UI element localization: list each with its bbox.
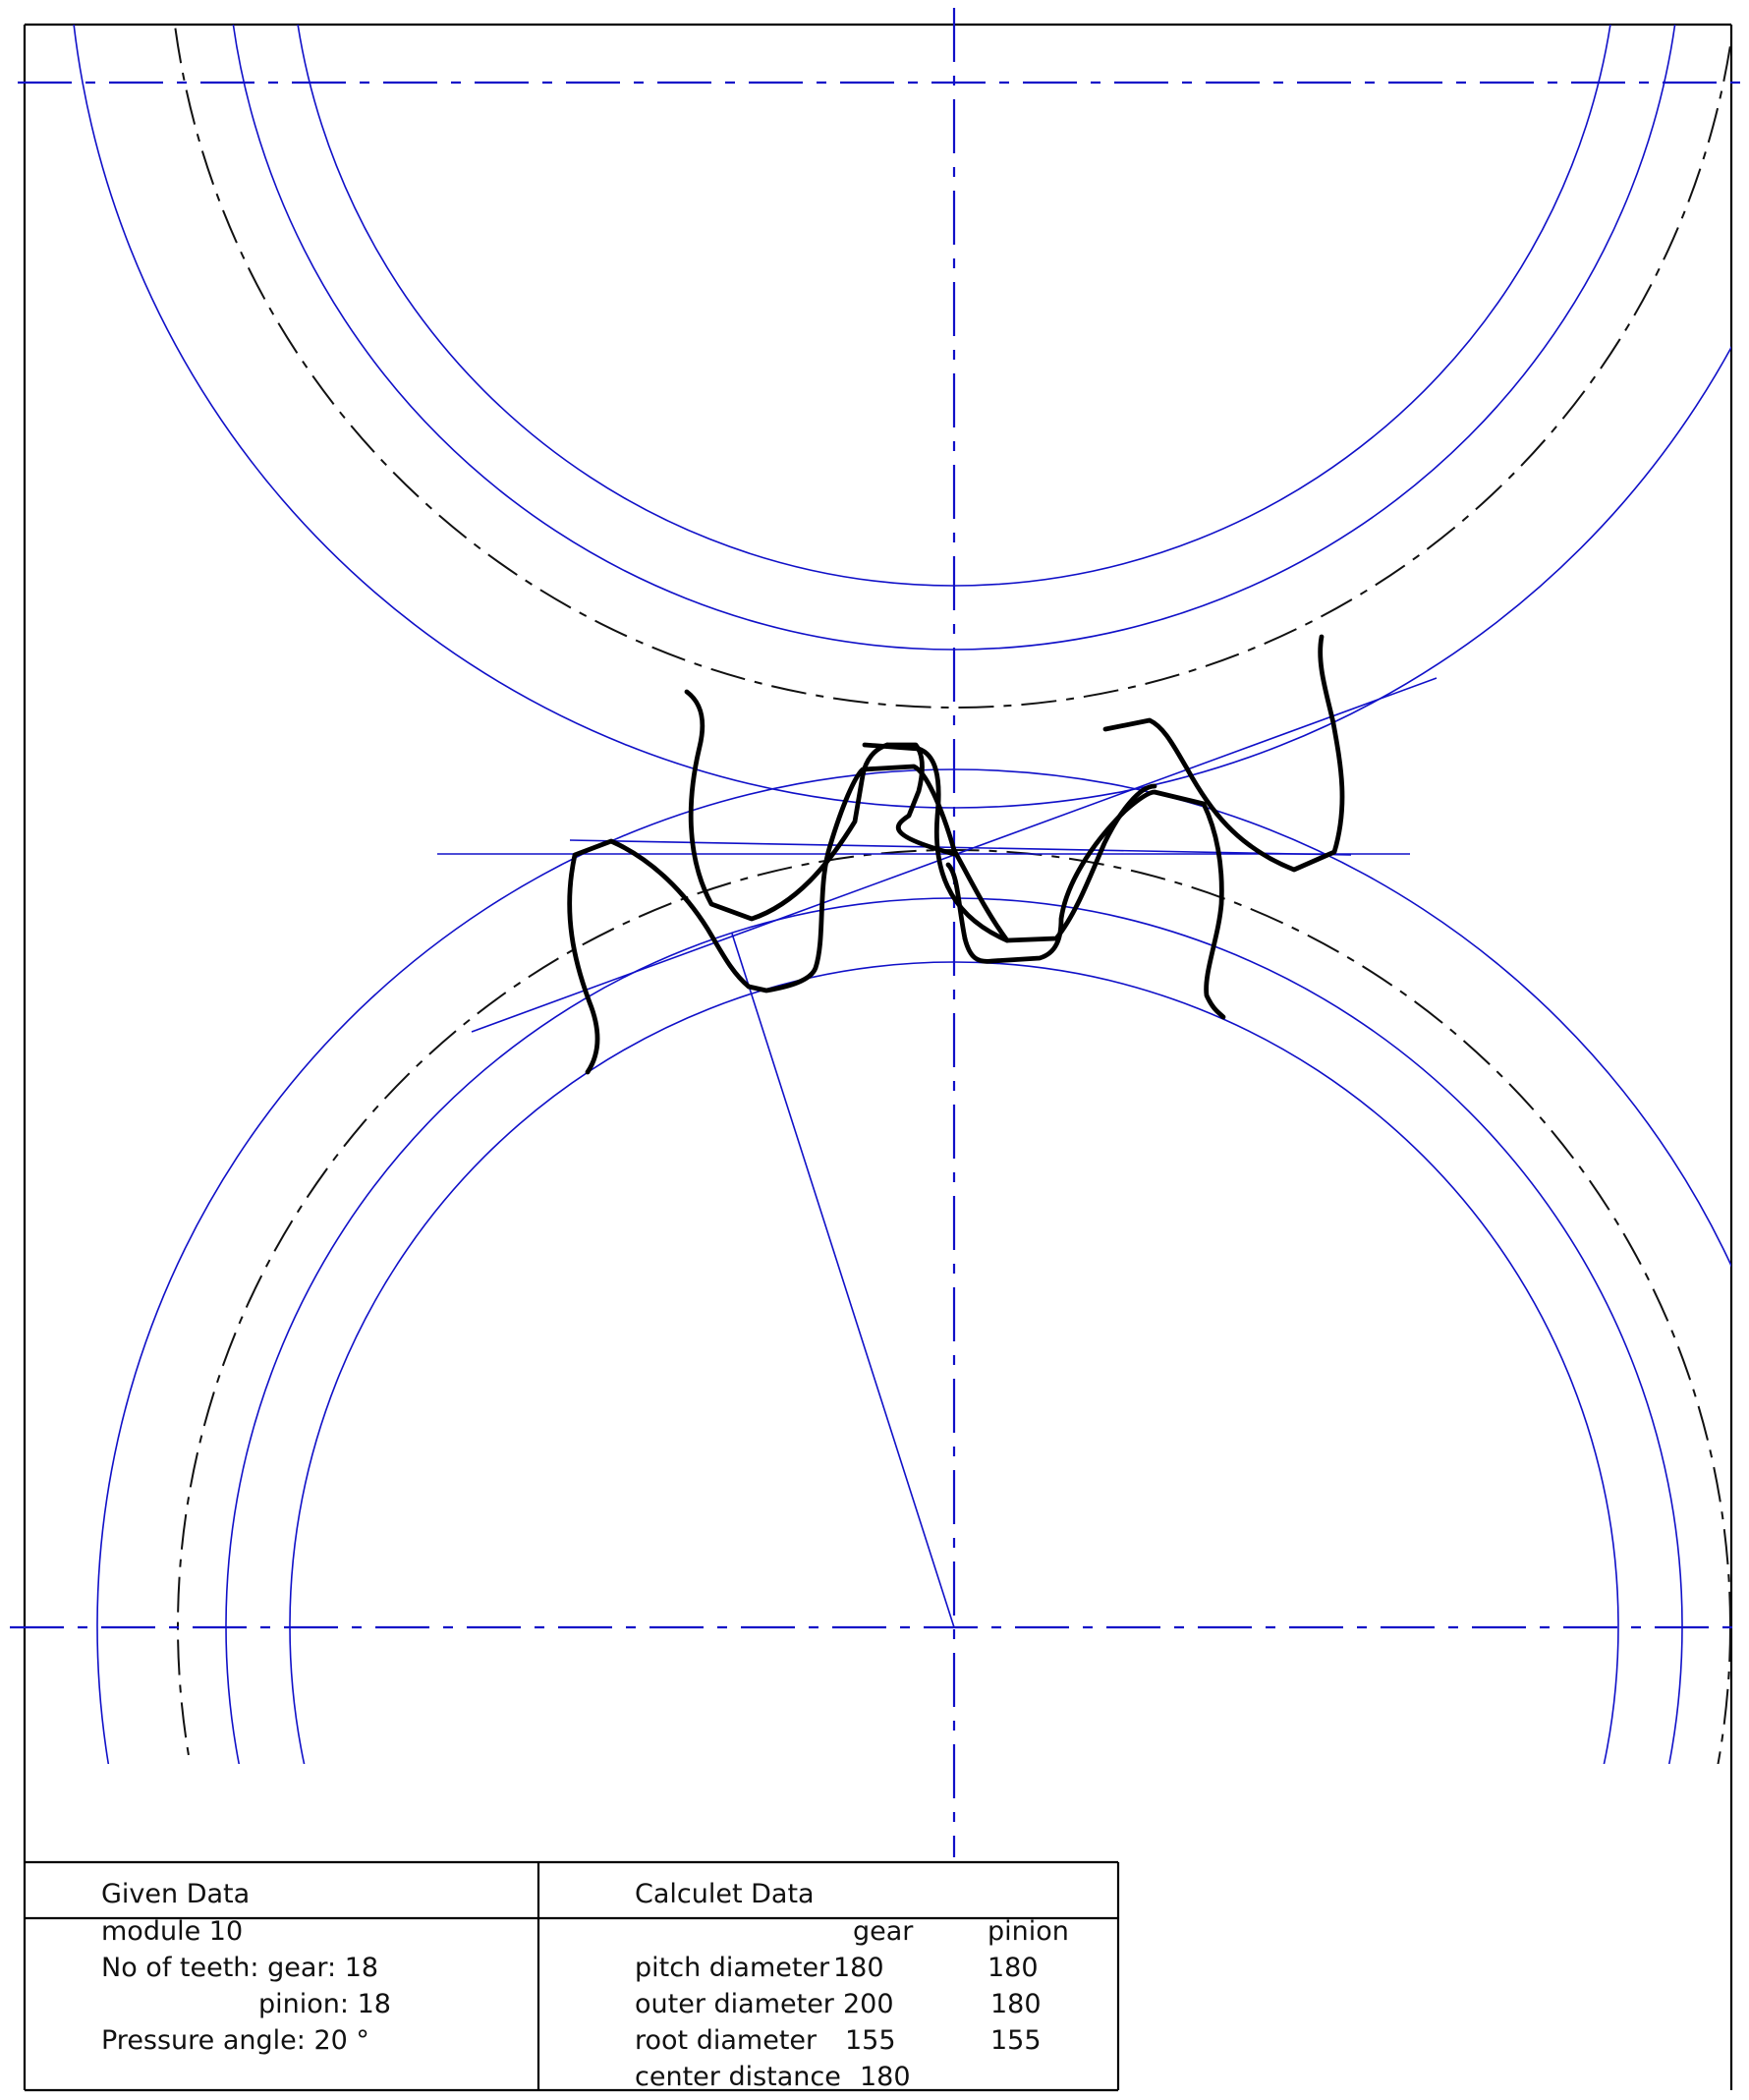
column-gear-header: gear <box>853 1916 914 1947</box>
center-distance-label: center distance <box>635 2062 841 2092</box>
lower-tooth-profile-3 <box>951 847 1010 943</box>
upper-tooth-profile-3 <box>862 742 1157 943</box>
row-gear-value: 200 <box>843 1989 894 2019</box>
upper-tooth-profile-4 <box>1102 634 1345 873</box>
given-teeth-pinion: pinion: 18 <box>258 1989 391 2019</box>
upper-gear-teeth <box>684 634 1345 943</box>
drawing-frame <box>23 23 1733 2092</box>
center-distance-value: 180 <box>860 2062 911 2092</box>
given-module: module 10 <box>101 1916 243 1947</box>
column-pinion-header: pinion <box>987 1916 1069 1947</box>
given-teeth-gear: No of teeth: gear: 18 <box>101 1953 378 1983</box>
given-pressure-angle: Pressure angle: 20 ° <box>101 2025 369 2056</box>
lower-tooth-profile-2 <box>746 764 957 993</box>
lower-outer-circle <box>96 768 1731 1764</box>
row-gear-value: 180 <box>833 1953 884 1983</box>
center-lines <box>10 8 1741 1857</box>
title-block-frame <box>25 1860 1120 2090</box>
given-data-section: Given Data module 10 No of teeth: gear: … <box>101 1879 391 2056</box>
given-heading: Given Data <box>101 1879 250 1909</box>
lower-tooth-profile-1 <box>567 838 752 1075</box>
upper-gear-circles <box>73 25 1731 809</box>
lower-tooth-profile-4 <box>962 789 1226 1020</box>
upper-tooth-profile-1 <box>684 689 890 922</box>
lower-gear-circles <box>96 768 1731 1764</box>
calculated-heading: Calculet Data <box>635 1879 815 1909</box>
row-label: outer diameter <box>635 1989 835 2019</box>
row-pinion-value: 180 <box>990 1989 1042 2019</box>
row-label: root diameter <box>635 2025 818 2056</box>
calculated-data-section: Calculet Data gear pinion pitch diameter… <box>635 1879 1069 2092</box>
lower-tooth-profile-5 <box>945 862 968 941</box>
row-gear-value: 155 <box>845 2025 896 2056</box>
row-pinion-value: 155 <box>990 2025 1042 2056</box>
lower-gear-teeth <box>567 764 1226 1075</box>
row-label: pitch diameter <box>635 1953 830 1983</box>
row-pinion-value: 180 <box>987 1953 1039 1983</box>
base-radius-line <box>731 933 955 1628</box>
upper-tooth-profile-2 <box>884 742 957 857</box>
